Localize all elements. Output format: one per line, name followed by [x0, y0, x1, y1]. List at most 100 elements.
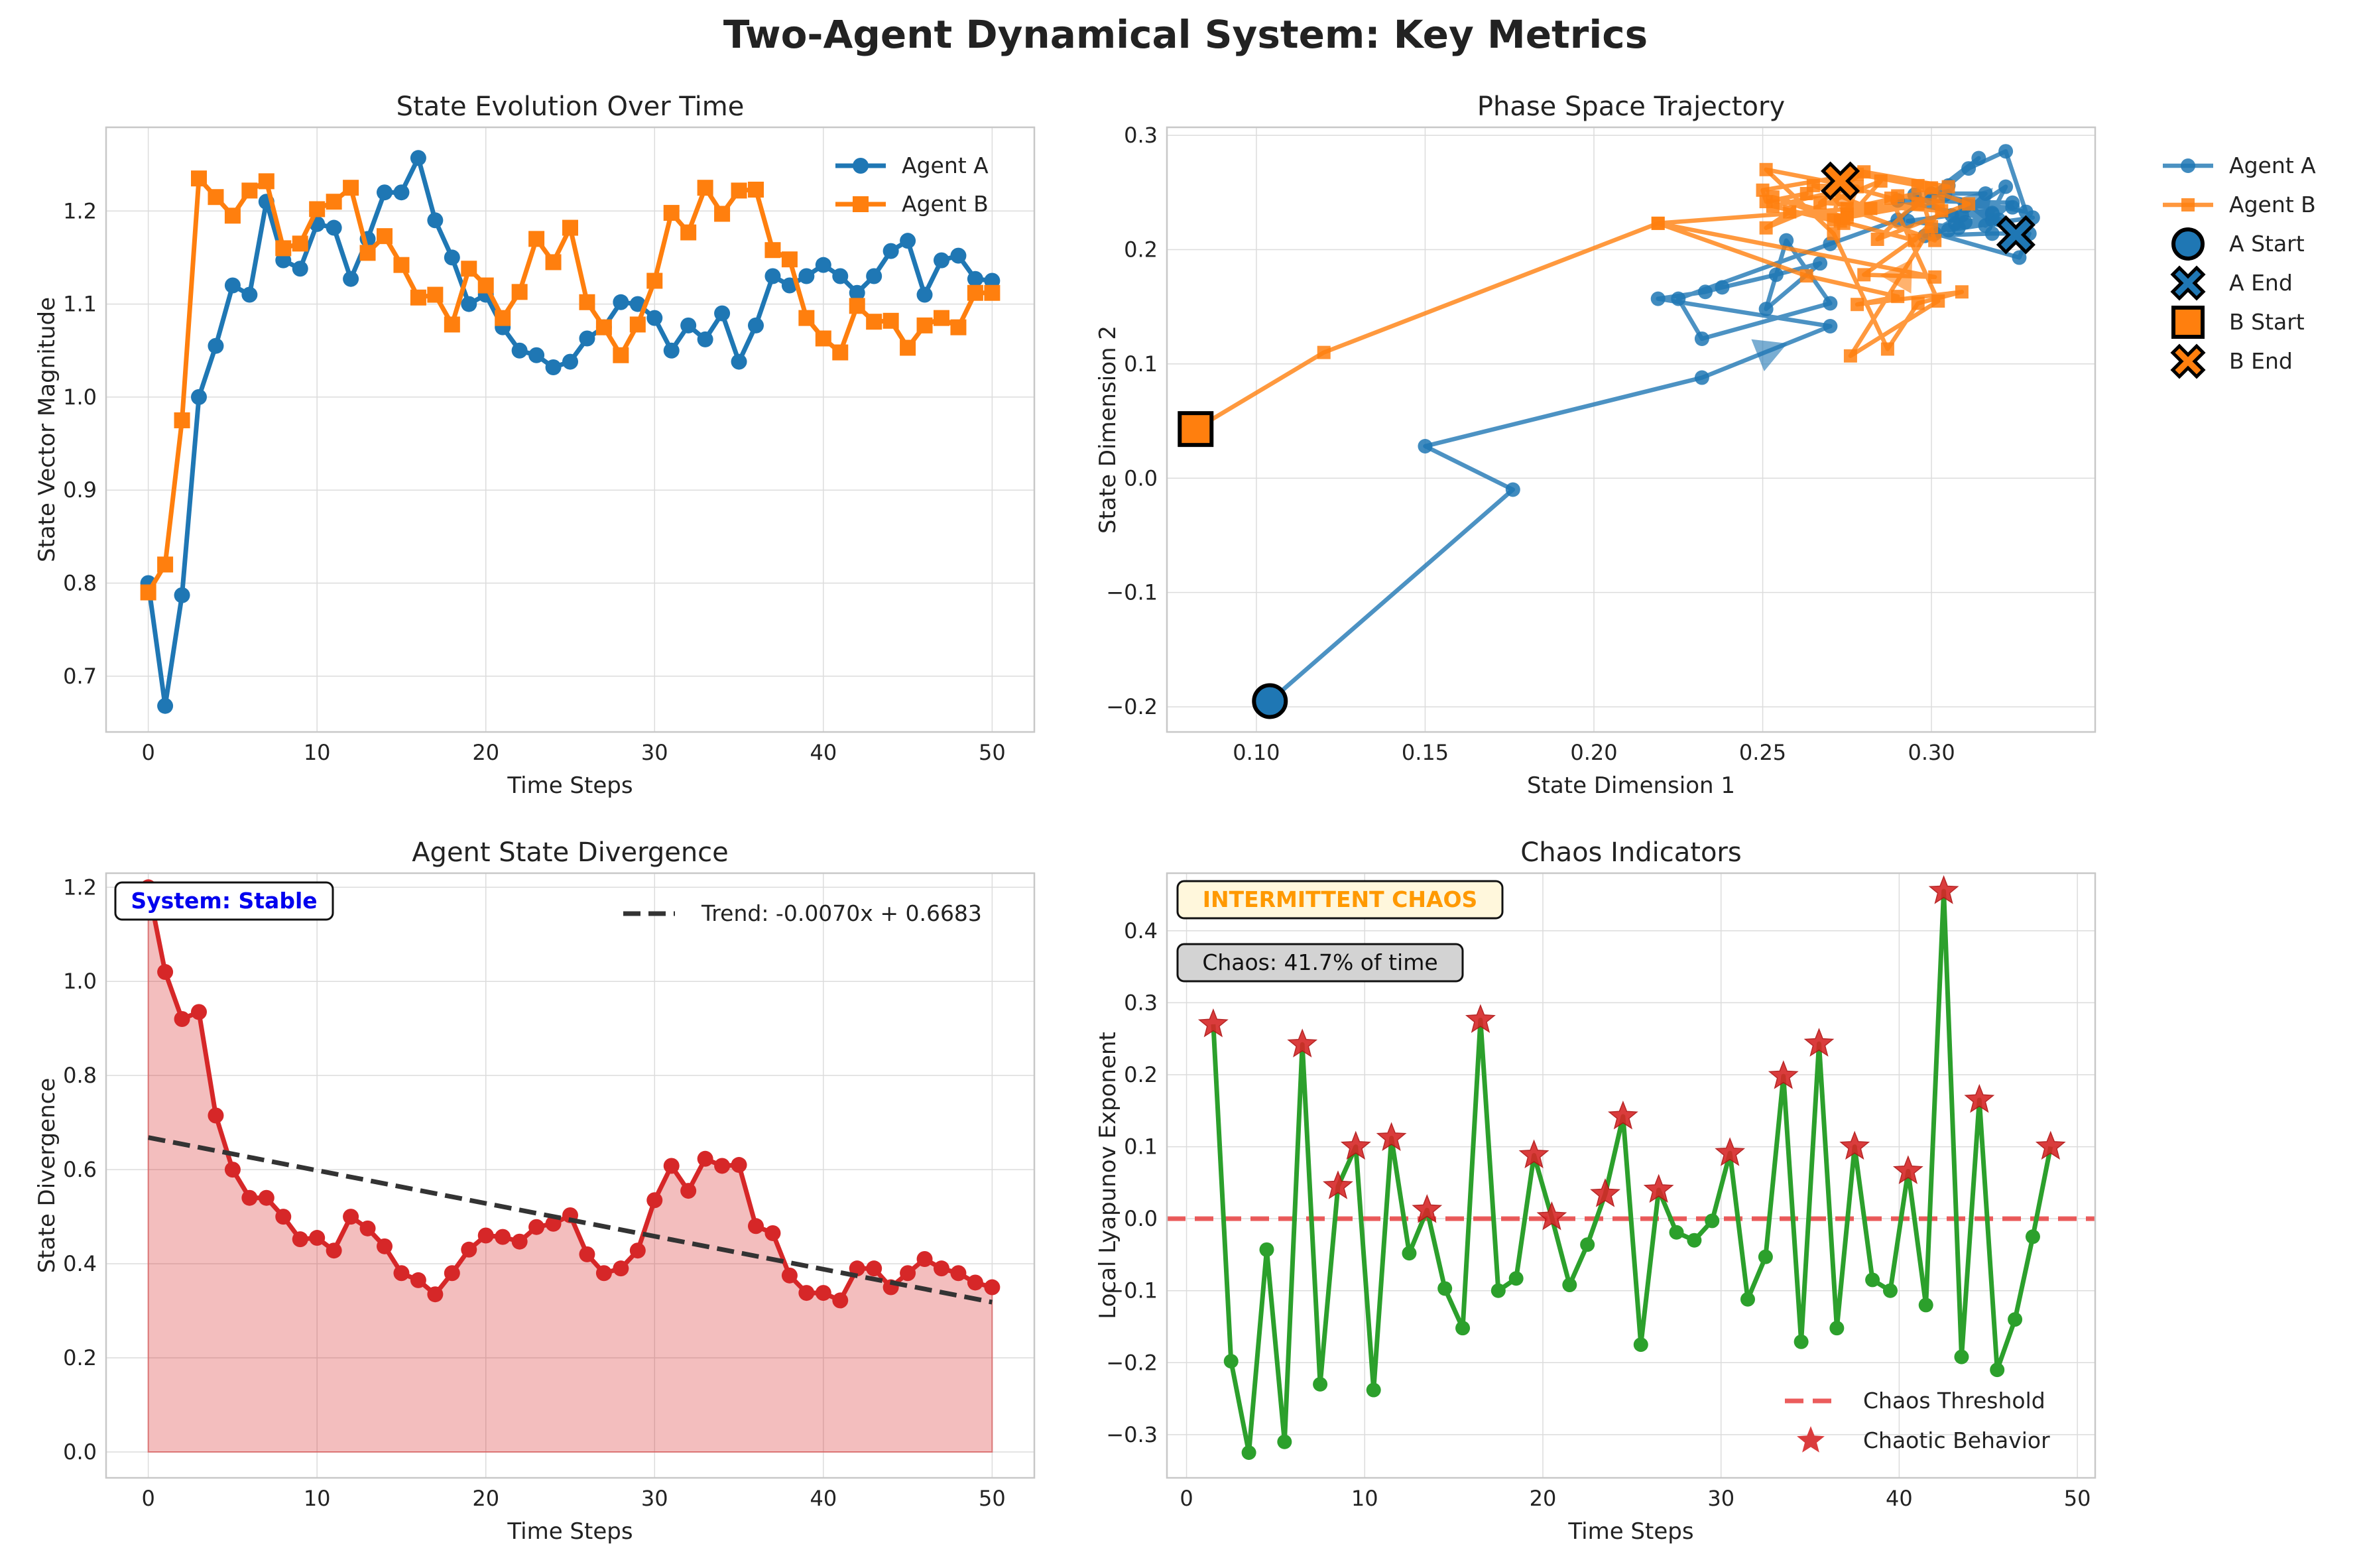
data-point-agent-b — [461, 261, 477, 277]
y-tick-label: 1.2 — [63, 874, 97, 900]
data-point-agent-a — [714, 305, 731, 322]
trajectory-point-agent-b — [1843, 349, 1857, 363]
lyapunov-point — [1508, 1271, 1524, 1286]
legend-marker — [1797, 1426, 1825, 1453]
lyapunov-point — [2008, 1312, 2023, 1327]
trend-line — [147, 1135, 993, 1305]
data-point-agent-a — [528, 347, 545, 363]
panel-title: Agent State Divergence — [412, 837, 729, 868]
data-point-agent-a — [866, 268, 882, 284]
system-status-label: System: Stable — [131, 888, 317, 914]
divergence-point — [495, 1229, 511, 1245]
data-point-agent-b — [798, 310, 815, 326]
trajectory-point-agent-a — [1998, 179, 2014, 194]
y-tick-label: −0.1 — [1106, 580, 1158, 605]
divergence-point — [444, 1265, 460, 1282]
legend-marker — [853, 196, 869, 212]
x-tick-label: 0.20 — [1570, 740, 1617, 765]
y-tick-label: 0.2 — [1124, 237, 1158, 262]
x-tick-label: 50 — [979, 740, 1006, 765]
trajectory-point-agent-a — [1758, 302, 1774, 317]
legend-label: Trend: -0.0070x + 0.6683 — [701, 900, 982, 926]
legend-label: Agent B — [902, 191, 989, 217]
legend-label: Chaotic Behavior — [1863, 1427, 2050, 1453]
data-point-agent-b — [815, 330, 831, 347]
trajectory-point-agent-a — [1823, 236, 1838, 251]
legend-label: Agent A — [2229, 152, 2316, 178]
divergence-point — [849, 1260, 865, 1277]
data-point-agent-a — [326, 219, 342, 236]
lyapunov-point — [1455, 1321, 1471, 1336]
trajectory-point-agent-b — [1911, 178, 1925, 192]
lyapunov-point — [1633, 1337, 1648, 1353]
trajectory-point-agent-a — [1813, 256, 1828, 271]
y-tick-label: 0.8 — [63, 571, 97, 596]
data-point-agent-a — [748, 317, 764, 333]
chaotic-point — [1536, 1201, 1567, 1231]
data-point-agent-a — [697, 331, 713, 347]
chaos-percent-label: Chaos: 41.7% of time — [1202, 949, 1437, 975]
y-tick-label: 0.4 — [63, 1251, 97, 1276]
trajectory-point-agent-b — [1759, 221, 1773, 235]
legend-label: Agent A — [902, 152, 989, 178]
trajectory-point-agent-b — [1908, 233, 1921, 247]
x-tick-label: 10 — [304, 740, 331, 765]
data-point-agent-a — [849, 284, 865, 301]
data-point-agent-b — [613, 347, 629, 363]
lyapunov-point — [1882, 1283, 1898, 1298]
legend-marker — [853, 158, 869, 174]
trajectory-point-agent-b — [1955, 285, 1969, 299]
chaotic-point — [1715, 1137, 1746, 1166]
trajectory-point-agent-a — [1698, 284, 1713, 300]
trajectory-point-agent-a — [1961, 161, 1976, 176]
data-point-agent-a — [275, 252, 292, 269]
trajectory-point-agent-a — [1823, 318, 1838, 333]
divergence-point — [377, 1238, 393, 1254]
data-point-agent-a — [174, 587, 190, 603]
chaos-percent-box — [1176, 943, 1464, 983]
chaotic-point — [1928, 875, 1959, 904]
x-axis-label: State Dimension 1 — [1527, 772, 1735, 799]
lyapunov-point — [1829, 1321, 1845, 1336]
lyapunov-point — [1580, 1237, 1595, 1252]
lyapunov-point — [1669, 1225, 1684, 1240]
divergence-point — [410, 1272, 426, 1288]
divergence-point — [579, 1246, 595, 1262]
trajectory-point-agent-a — [1671, 291, 1686, 306]
data-point-agent-b — [393, 257, 410, 273]
data-point-agent-b — [562, 219, 578, 236]
data-point-agent-b — [377, 228, 393, 245]
data-point-agent-b — [595, 319, 612, 335]
y-tick-label: 1.1 — [63, 292, 97, 317]
data-point-agent-a — [680, 317, 697, 333]
data-point-agent-a — [343, 271, 359, 287]
y-tick-label: 0.9 — [63, 477, 97, 503]
trajectory-point-agent-b — [1928, 233, 1942, 247]
trajectory-point-agent-a — [1694, 370, 1709, 385]
trajectory-point-agent-b — [1925, 219, 1939, 233]
chaotic-point — [1892, 1155, 1923, 1184]
lyapunov-point — [1241, 1445, 1256, 1460]
divergence-point — [309, 1230, 326, 1246]
x-tick-label: 0 — [141, 740, 154, 765]
y-tick-label: −0.2 — [1106, 694, 1158, 719]
plot-frame — [1166, 126, 2097, 733]
trajectory-point-agent-b — [1891, 189, 1905, 203]
trajectory-point-agent-b — [1925, 181, 1939, 195]
trajectory-point-agent-b — [1891, 290, 1905, 304]
trajectory-point-agent-b — [1317, 345, 1331, 359]
x-tick-label: 0.10 — [1233, 740, 1280, 765]
data-point-agent-a — [545, 359, 562, 375]
data-point-agent-a — [798, 268, 815, 284]
lyapunov-point — [1793, 1334, 1809, 1349]
trajectory-point-agent-a — [1823, 296, 1838, 311]
data-point-agent-b — [866, 314, 882, 330]
lyapunov-point — [1918, 1297, 1933, 1313]
chaotic-point — [1964, 1083, 1995, 1113]
data-point-agent-a — [377, 184, 393, 201]
divergence-point — [866, 1260, 882, 1277]
data-point-agent-a — [224, 277, 241, 294]
data-point-agent-a — [191, 389, 207, 405]
y-tick-label: 0.0 — [1124, 1206, 1158, 1231]
